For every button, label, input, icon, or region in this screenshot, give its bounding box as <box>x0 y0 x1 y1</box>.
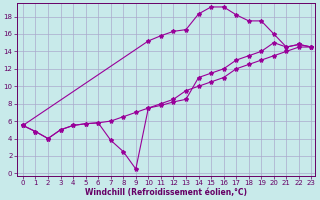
X-axis label: Windchill (Refroidissement éolien,°C): Windchill (Refroidissement éolien,°C) <box>85 188 247 197</box>
